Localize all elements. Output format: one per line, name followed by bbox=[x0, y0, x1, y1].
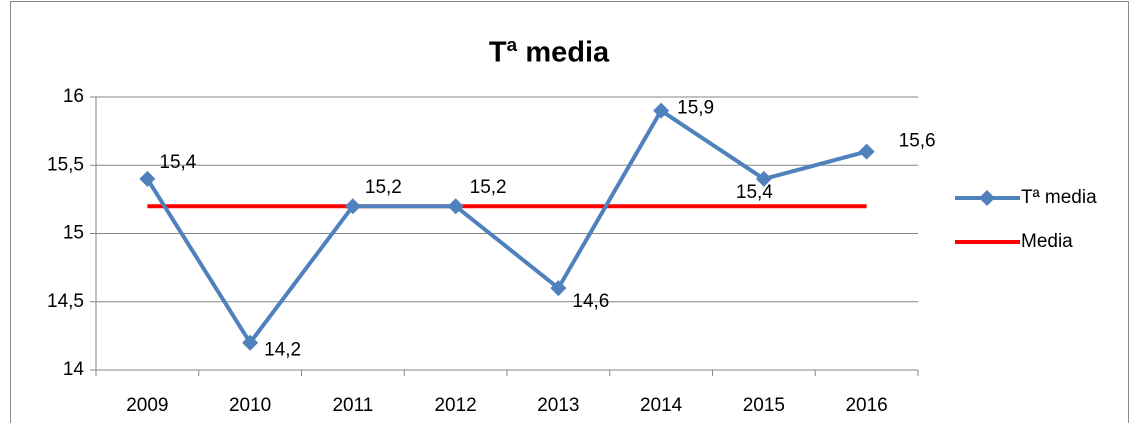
data-label: 14,6 bbox=[572, 291, 609, 312]
data-label: 15,6 bbox=[899, 131, 936, 152]
data-label: 15,4 bbox=[159, 152, 196, 173]
marker bbox=[755, 170, 772, 187]
marker bbox=[447, 198, 464, 215]
marker bbox=[858, 143, 875, 160]
chart-border bbox=[10, 1, 1129, 423]
y-tick-label: 16 bbox=[63, 86, 84, 107]
data-label: 14,2 bbox=[264, 340, 301, 361]
y-tick-label: 14 bbox=[63, 359, 85, 380]
chart-title: Tª media bbox=[489, 37, 610, 69]
data-label: 15,2 bbox=[365, 177, 402, 198]
x-tick-label: 2013 bbox=[537, 395, 579, 416]
marker bbox=[139, 170, 156, 187]
legend-label: Media bbox=[1021, 231, 1073, 252]
legend-marker bbox=[979, 190, 995, 206]
marker bbox=[653, 102, 670, 119]
series-line bbox=[145, 107, 868, 347]
y-tick-label: 15,5 bbox=[47, 154, 84, 175]
marker bbox=[242, 334, 259, 351]
x-tick-label: 2016 bbox=[845, 395, 887, 416]
marker bbox=[550, 280, 567, 297]
y-tick-label: 14,5 bbox=[47, 291, 84, 312]
marker bbox=[344, 198, 361, 215]
data-label: 15,9 bbox=[677, 98, 714, 119]
x-tick-label: 2014 bbox=[640, 395, 683, 416]
x-tick-label: 2012 bbox=[434, 395, 476, 416]
x-tick-label: 2015 bbox=[743, 395, 785, 416]
data-label: 15,2 bbox=[470, 177, 507, 198]
y-tick-label: 15 bbox=[63, 223, 84, 244]
x-tick-label: 2010 bbox=[229, 395, 271, 416]
data-label: 15,4 bbox=[736, 182, 773, 203]
x-tick-label: 2011 bbox=[332, 395, 373, 416]
x-tick-label: 2009 bbox=[126, 395, 168, 416]
legend-label: Tª media bbox=[1021, 187, 1097, 208]
